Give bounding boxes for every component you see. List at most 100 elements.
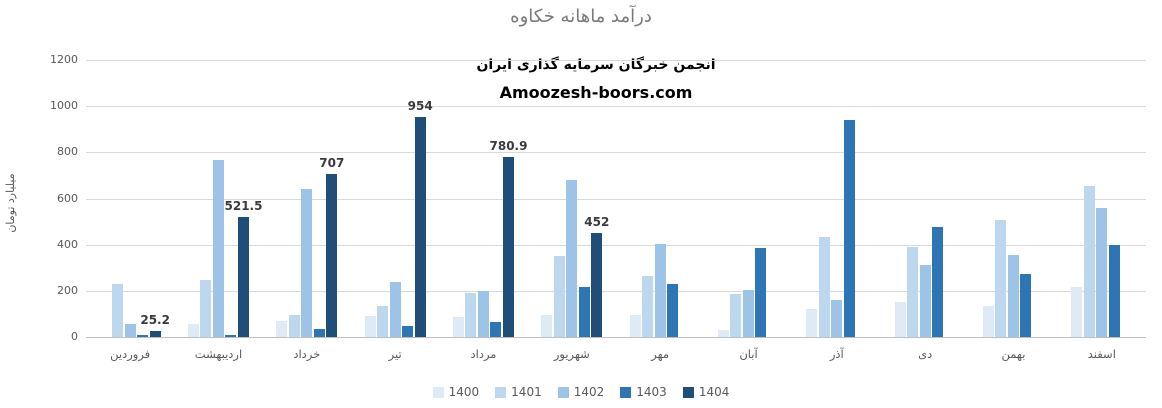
y-tick-label: 400 [57, 237, 78, 251]
bar-slot [856, 60, 867, 337]
bar-slot: 780.9 [490, 60, 527, 337]
bar-group-1: 25.2 [86, 60, 174, 337]
bar-slot [200, 60, 212, 337]
legend-label: 1401 [511, 385, 542, 399]
plot-area: 25.2 521.5 707 954 780.9 452 [86, 60, 1146, 338]
bar-slot [907, 60, 919, 337]
bar-group-12 [1058, 60, 1146, 337]
bar-slot [995, 60, 1007, 337]
bar-slot [225, 60, 237, 337]
bar-1401 [995, 220, 1007, 337]
legend-item-1403: 1403 [620, 385, 667, 399]
bar-1400 [806, 309, 818, 337]
bar-1402 [1007, 255, 1019, 337]
bar-slot [212, 60, 224, 337]
bar-1401 [112, 283, 124, 337]
bar-slot [377, 60, 389, 337]
bar-group-7 [616, 60, 704, 337]
bar-group-6: 452 [528, 60, 616, 337]
gridline-600 [86, 198, 1146, 200]
legend-label: 1404 [698, 385, 730, 399]
bar-value-label: 954 [407, 98, 433, 113]
bar-slot [389, 60, 401, 337]
chart-title: درآمد ماهانه خکاوه [510, 6, 652, 27]
bar-slot [818, 60, 830, 337]
bar-1401 [1083, 185, 1095, 337]
bar-slot [276, 60, 288, 337]
bar-1403 [755, 248, 767, 337]
bar-1403 [313, 329, 325, 337]
bar-slot [313, 60, 325, 337]
bar-1403 [932, 227, 944, 337]
bar-slot [452, 60, 464, 337]
bar-1401 [553, 256, 565, 337]
bar-slot [730, 60, 742, 337]
gridline-400 [86, 244, 1146, 246]
bar-slot [919, 60, 931, 337]
y-tick-label: 600 [57, 191, 78, 205]
bar-slot [932, 60, 944, 337]
bar-slot [465, 60, 477, 337]
y-tick-label: 0 [71, 330, 78, 343]
bar-group-9 [793, 60, 881, 337]
bar-slot [768, 60, 779, 337]
x-category-label: تیر [388, 347, 402, 361]
legend-swatch-icon [620, 386, 632, 398]
bar-slot [100, 60, 111, 337]
bar-1402 [124, 323, 136, 337]
bar-slot [1121, 60, 1132, 337]
bar-1404 [326, 173, 338, 337]
bar-slot [137, 60, 149, 337]
bar-slot [680, 60, 691, 337]
bar-slot [654, 60, 666, 337]
bar-slot [402, 60, 414, 337]
bar-slot [566, 60, 578, 337]
bar-1402 [301, 189, 313, 337]
gridline-1200 [86, 60, 1146, 61]
bar-1402 [477, 290, 489, 337]
bar-1403 [137, 335, 149, 337]
bar-slot [1071, 60, 1083, 337]
bar-slot [364, 60, 376, 337]
legend-swatch-icon [495, 386, 507, 398]
bar-1403 [1108, 244, 1120, 337]
y-tick-label: 800 [57, 145, 78, 159]
bar-group-3: 707 [263, 60, 351, 337]
watermark-line1: انجمن خبرگان سرمایه گذاری ایران [476, 57, 716, 73]
bar-1402 [1096, 207, 1108, 337]
bar-1402 [742, 289, 754, 337]
bar-1400 [541, 315, 553, 337]
bar-slot [806, 60, 818, 337]
bar-group-8 [704, 60, 792, 337]
bar-1401 [377, 305, 389, 337]
bar-slot [541, 60, 553, 337]
bar-value-label: 521.5 [224, 198, 263, 213]
bar-1403 [1020, 273, 1032, 337]
bar-value-label: 707 [319, 155, 345, 170]
watermark-line2: Amoozesh-boors.com [499, 83, 693, 102]
bar-group-4: 954 [351, 60, 439, 337]
bar-slot [742, 60, 754, 337]
bar-1400 [452, 317, 464, 337]
gridline-800 [86, 152, 1146, 154]
bar-slot: 954 [408, 60, 433, 337]
bar-1402 [654, 243, 666, 337]
bar-1401 [730, 294, 742, 337]
bar-1400 [894, 302, 906, 337]
bar-1404 [502, 156, 514, 337]
bar-slot [982, 60, 994, 337]
bar-1403 [490, 322, 502, 337]
x-category-label: آبان [739, 347, 758, 361]
bar-group-2: 521.5 [174, 60, 262, 337]
bar-1402 [389, 281, 401, 337]
bar-slot [1083, 60, 1095, 337]
bar-slot [945, 60, 956, 337]
x-category-label: فروردین [110, 347, 151, 361]
bar-1401 [465, 293, 477, 337]
legend-swatch-icon [557, 386, 569, 398]
bar-value-label: 780.9 [489, 138, 528, 153]
bar-slot [490, 60, 502, 337]
bar-1400 [364, 316, 376, 337]
bar-1402 [566, 180, 578, 337]
bar-1403 [843, 120, 855, 337]
